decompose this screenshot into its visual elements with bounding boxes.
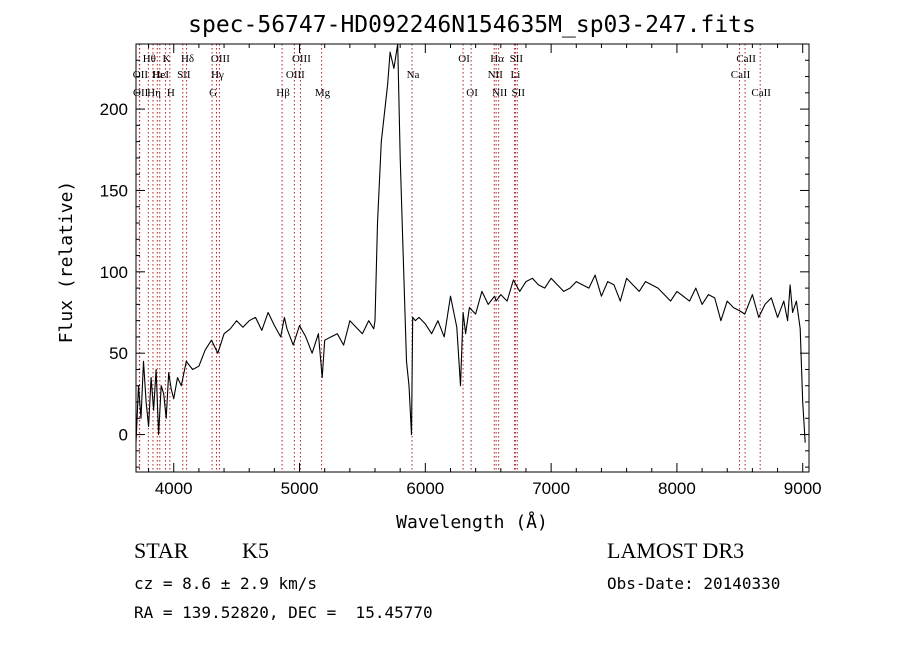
plot-frame [135, 43, 810, 473]
y-axis-ticks: 0 50 100 150 200 [100, 43, 809, 468]
spectral-line-label: OIII [292, 53, 311, 65]
spectral-line-label: OIII [211, 53, 230, 65]
spectral-line-label: OI [458, 53, 470, 65]
spectral-line-label: HeI [153, 69, 170, 81]
y-tick-label: 150 [100, 181, 128, 200]
spectral-line-label: OII [133, 87, 149, 99]
x-tick-label: 4000 [155, 479, 193, 498]
spectral-line-label: OI [466, 87, 478, 99]
spectral-line-label: Li [510, 69, 520, 81]
spectral-line-label: G [209, 87, 217, 99]
spectrum-series-line [135, 43, 806, 443]
spectral-line-label: Hε [152, 69, 165, 81]
spectral-line-label: Na [407, 69, 420, 81]
spectral-line-label: SII [177, 69, 191, 81]
spectral-line-label: CaII [751, 87, 771, 99]
spectral-line-label: Hη [147, 87, 161, 99]
y-axis-label: Flux (relative) [56, 181, 77, 344]
spectral-line-label: H [167, 87, 175, 99]
y-tick-label: 200 [100, 100, 128, 119]
y-tick-label: 0 [119, 426, 128, 445]
spectral-line-markers [138, 44, 761, 472]
spectral-line-label: OII [133, 69, 149, 81]
spectral-line-label: SII [512, 87, 526, 99]
spectral-line-label: Mg [315, 87, 331, 99]
observation-date: Obs-Date: 20140330 [607, 574, 781, 593]
spectral-line-label: Hβ [276, 87, 290, 99]
spectral-line-label: Hγ [211, 69, 224, 81]
spectral-line-label: K [162, 53, 170, 65]
spectral-type: K5 [242, 538, 269, 563]
x-tick-label: 6000 [406, 479, 444, 498]
spectral-line-label: SII [510, 53, 524, 65]
x-axis-label: Wavelength (Å) [396, 511, 548, 533]
redshift-value: cz = 8.6 ± 2.9 km/s [134, 574, 318, 593]
x-tick-label: 5000 [281, 479, 319, 498]
x-tick-label: 9000 [784, 479, 822, 498]
y-tick-label: 100 [100, 263, 128, 282]
spectral-line-label: Hα [490, 53, 504, 65]
x-tick-label: 7000 [532, 479, 570, 498]
chart-title: spec-56747-HD092246N154635M_sp03-247.fit… [188, 12, 756, 38]
y-tick-label: 50 [109, 344, 128, 363]
spectral-line-labels: OIIOIIHθHηHεHeIKHSIIHδGHγOIIIHβOIIIOIIIM… [133, 53, 772, 99]
survey-name: LAMOST DR3 [607, 538, 745, 563]
sky-coordinates: RA = 139.52820, DEC = 15.45770 [134, 603, 433, 622]
spectral-line-label: CaII [731, 69, 751, 81]
spectral-line-label: NII [492, 87, 508, 99]
object-class: STAR [134, 538, 189, 563]
spectral-line-label: CaII [736, 53, 756, 65]
x-tick-label: 8000 [658, 479, 696, 498]
spectral-line-label: Hθ [143, 53, 156, 65]
spectral-line-label: Hδ [181, 53, 194, 65]
x-axis-ticks: 4000 5000 6000 7000 8000 9000 [148, 44, 822, 498]
spectral-line-label: NII [488, 69, 504, 81]
spectral-line-label: OIII [286, 69, 305, 81]
